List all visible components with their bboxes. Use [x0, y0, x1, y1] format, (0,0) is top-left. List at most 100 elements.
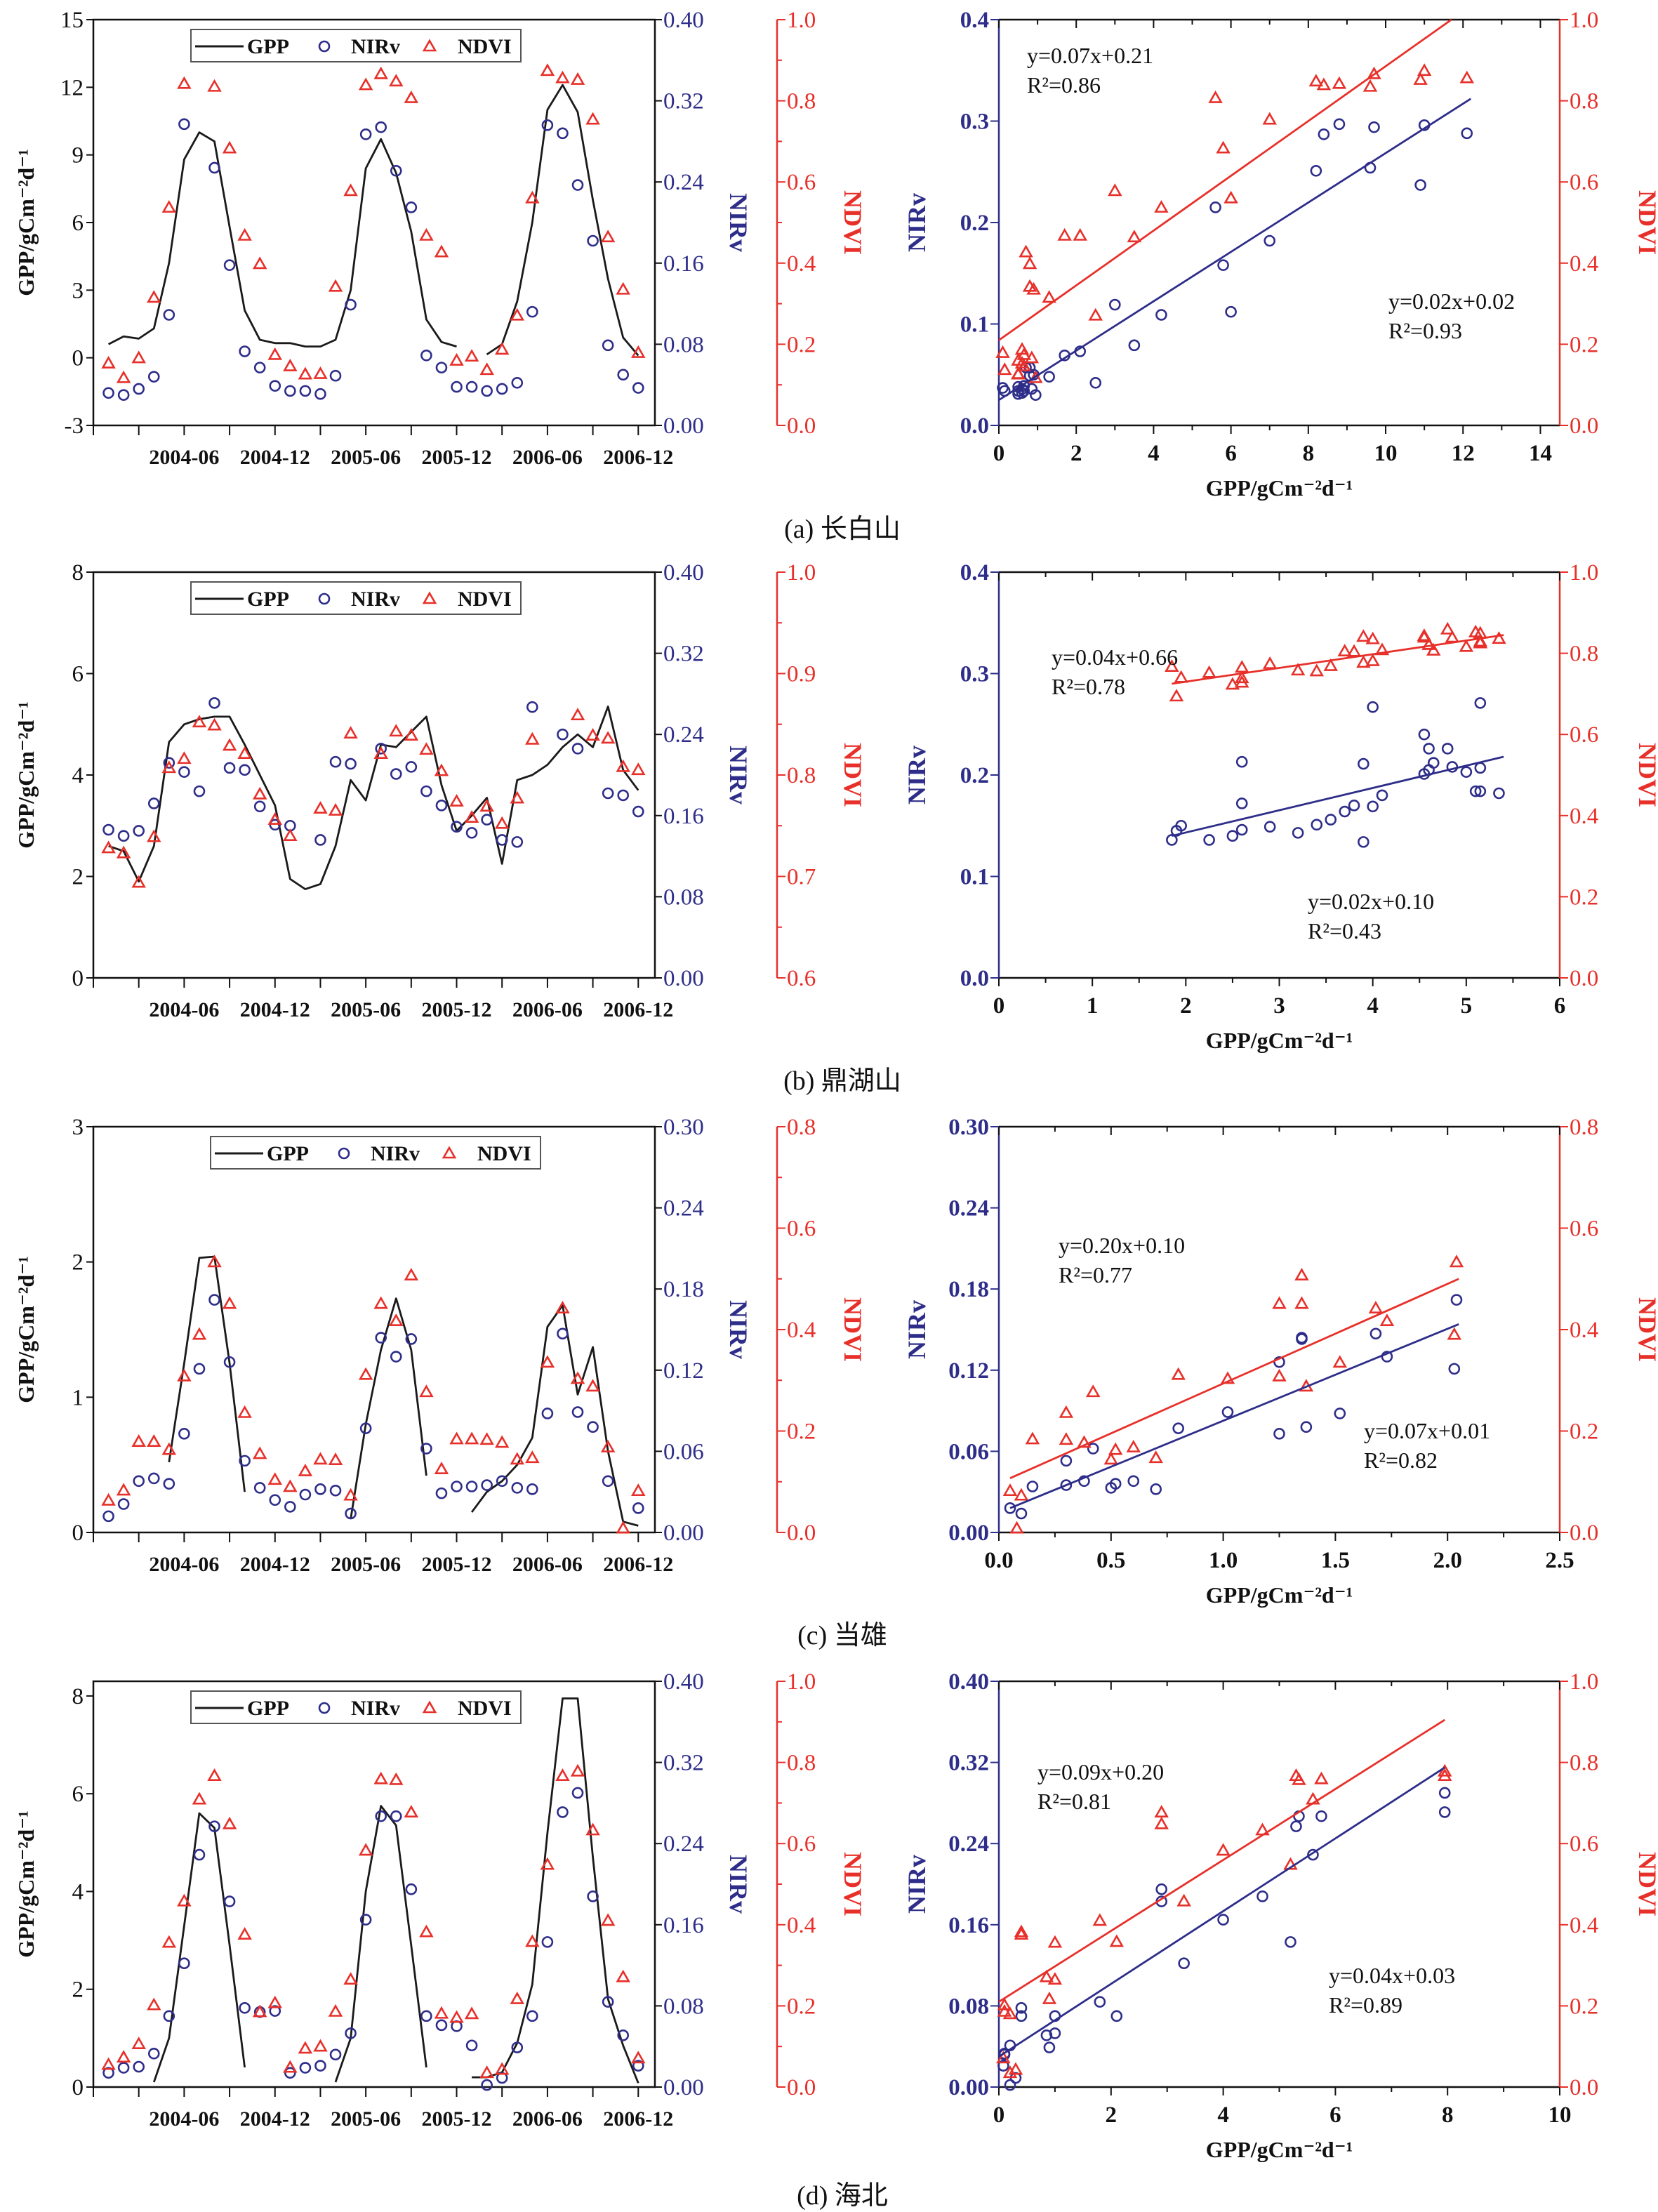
nirv-point: [451, 821, 463, 833]
scatter-nirv-point: [1474, 785, 1487, 797]
scatter-nirv-point: [1060, 1455, 1073, 1467]
ndvi-point: [585, 1379, 600, 1392]
ndvi-tick-label: 1.0: [787, 1669, 816, 1695]
legend-gpp-label: GPP: [247, 588, 289, 611]
ndvi-point: [434, 1462, 449, 1474]
scatter-ndvi-point: [1368, 1301, 1384, 1313]
legend-gpp-label: GPP: [247, 35, 289, 58]
nirv-point: [117, 389, 130, 401]
scatter-ndvi-point: [1440, 621, 1455, 635]
ndvi-point: [161, 760, 177, 774]
gpp-line: [472, 1697, 639, 2084]
scatter-ndvi-point: [1379, 1313, 1395, 1327]
nirv-point: [557, 127, 569, 140]
nirv-point: [375, 743, 387, 755]
ndvi-point: [404, 90, 419, 103]
panel-b: 2004-06 2004-12 2005-06 2005-12 2006-06 2006-…: [13, 560, 1658, 1053]
scatter-nirv-point: [1040, 2029, 1053, 2041]
scatter-ndvi-point: [1014, 1927, 1029, 1940]
nirv-fit-r2: R²=0.43: [1308, 918, 1381, 943]
nirv-point: [557, 728, 569, 741]
ndvi-point: [313, 1452, 328, 1465]
scatter-nirv-point: [1367, 701, 1379, 713]
scatter-nirv-point: [997, 2060, 1009, 2072]
scatter-nirv-point: [1235, 755, 1248, 768]
gpp-line: [470, 1304, 639, 1527]
ndvi-point: [616, 282, 630, 295]
x-tick-label: 2006-06: [512, 1553, 583, 1576]
nirv-point: [420, 2010, 432, 2022]
scatter-nirv-point: [1155, 309, 1167, 321]
nirv-point: [511, 836, 524, 848]
nirv-point: [405, 1883, 418, 1895]
nirv-point: [147, 371, 160, 383]
ndvi-fit-line: [1172, 634, 1504, 685]
scatter-nirv-point: [1110, 2010, 1123, 2022]
gpp-tick-label: 9: [72, 143, 84, 168]
scatter-ndvi-point: [1103, 1452, 1119, 1465]
scatter-ndvi-point: [1174, 670, 1188, 683]
gpp-tick-label: 3: [72, 278, 84, 303]
legend: GPP NIRv NDVI: [190, 29, 522, 62]
scatter-ndvi-point: [1294, 1296, 1309, 1309]
plot-frame: [92, 571, 656, 979]
x-tick-label: 2005-06: [331, 2107, 401, 2131]
scatter-ndvi-point: [1042, 1991, 1057, 2004]
scatter-ndvi-point: [1417, 630, 1432, 643]
ndvi-point: [177, 76, 192, 89]
nirv-point: [147, 797, 160, 809]
ndvi-fit-equation: y=0.09x+0.20: [1037, 1759, 1164, 1784]
nirv-point: [632, 382, 644, 394]
ndvi-tick-label: 0.4: [787, 1318, 816, 1343]
gpp-line: [107, 131, 457, 347]
scatter-ndvi-tick-label: 0.6: [1570, 1832, 1598, 1857]
ndvi-point: [479, 799, 494, 812]
nirv-point: [208, 161, 220, 174]
scatter-ndvi-point: [1234, 660, 1249, 673]
ndvi-axis-title: NDVI: [839, 190, 867, 255]
nirv-tick-label: 0.08: [663, 332, 704, 357]
nirv-point: [557, 1806, 569, 1818]
scatter-ndvi-point: [1216, 1843, 1231, 1856]
ndvi-point: [313, 801, 328, 814]
scatter-ndvi-point: [1011, 352, 1026, 366]
scatter-ndvi-tick-label: 0.6: [1570, 722, 1598, 748]
panel-c: 2004-06 2004-12 2005-06 2005-12 2006-06 2006-…: [13, 1115, 1658, 1608]
ndvi-point: [267, 347, 283, 360]
scatter-ndvi-tick-label: 0.0: [1570, 413, 1598, 439]
nirv-point: [390, 165, 402, 177]
scatter-nirv-tick-label: 0.06: [948, 1439, 989, 1464]
ndvi-point: [540, 1857, 555, 1870]
scatter-nirv-point: [1333, 118, 1346, 131]
scatter-ndvi-tick-label: 1.0: [1570, 560, 1598, 585]
ndvi-point: [449, 352, 464, 366]
scatter-ndvi-point: [1019, 244, 1033, 258]
ndvi-point: [328, 802, 343, 816]
scatter-nirv-tick-label: 0.0: [960, 966, 989, 991]
scatter-ndvi-point: [1356, 655, 1371, 668]
x-tick-label: 2006-06: [512, 446, 583, 469]
scatter-ndvi-point: [1059, 1432, 1074, 1445]
scatter-nirv-tick-label: 0.40: [948, 1669, 989, 1695]
scatter-ndvi-point: [1225, 677, 1240, 690]
gpp-axis-title: GPP/gCm⁻²d⁻¹: [13, 149, 39, 296]
scatter-chart: 0 2 4 6 8 10 GPP/gCm⁻²d⁻¹ 0.00 0.08 0.16 0.24 0.32 0…: [903, 1669, 1658, 2162]
scatter-ndvi-point: [1449, 1254, 1464, 1268]
ndvi-point: [404, 1268, 419, 1280]
legend-nirv-label: NIRv: [351, 35, 400, 58]
nirv-tick-label: 0.32: [663, 89, 704, 114]
ndvi-point: [464, 1431, 479, 1445]
ndvi-point: [570, 72, 585, 85]
scatter-nirv-point: [1438, 1787, 1451, 1799]
nirv-point: [269, 1494, 281, 1506]
scatter-x-tick-label: 3: [1273, 993, 1285, 1019]
x-tick-label: 2004-12: [240, 446, 310, 469]
legend-ndvi-swatch: [422, 39, 437, 52]
nirv-point: [602, 1996, 614, 2008]
scatter-x-tick-label: 6: [1329, 2102, 1341, 2128]
scatter-ndvi-tick-label: 0.4: [1570, 1318, 1598, 1343]
scatter-ndvi-point: [1309, 663, 1325, 677]
gpp-line: [486, 84, 639, 357]
nirv-point: [163, 309, 175, 321]
ndvi-point: [479, 2065, 494, 2079]
